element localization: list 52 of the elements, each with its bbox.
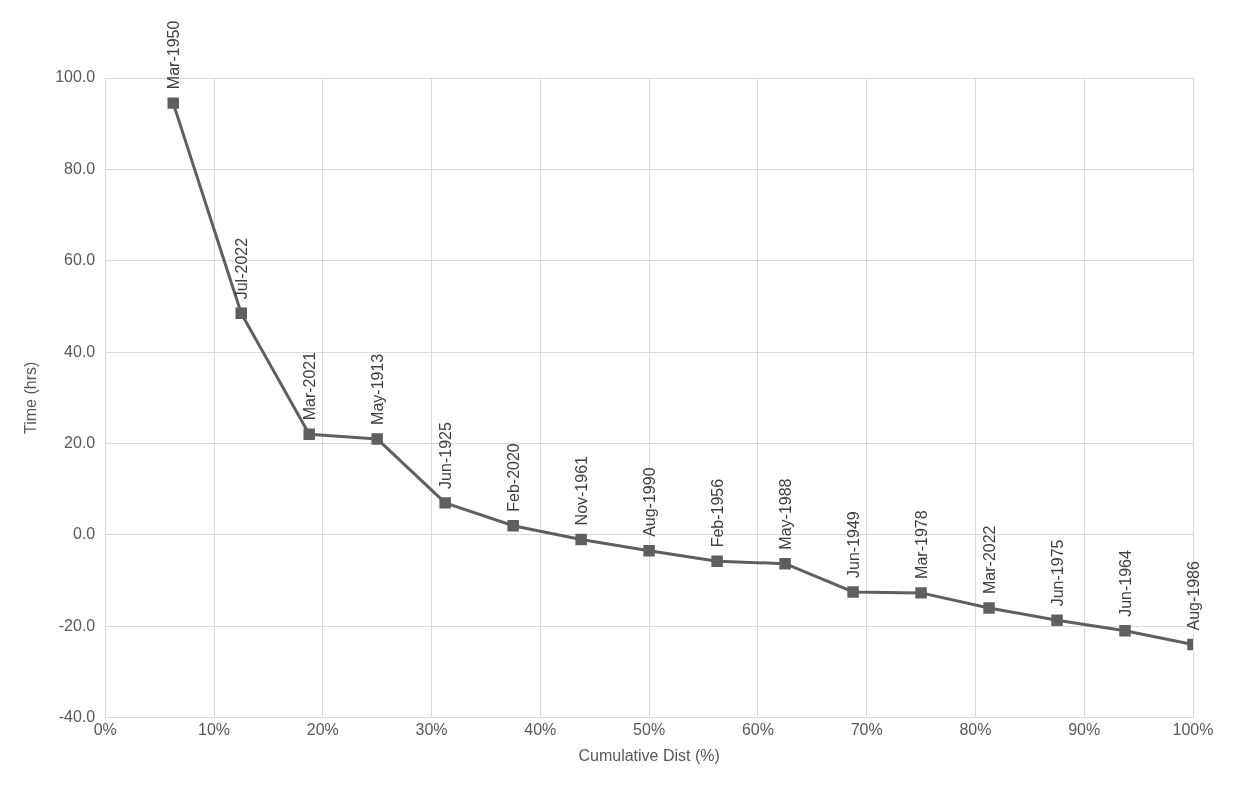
y-tick-label: -40.0 — [58, 708, 96, 726]
annotation: Jun-1925 — [437, 422, 455, 489]
annotation: Mar-1978 — [913, 510, 931, 579]
point — [167, 97, 179, 109]
x-tick-label: 100% — [1172, 720, 1214, 738]
annotation: Jun-1964 — [1117, 549, 1135, 617]
y-axis-title: Time (hrs) — [22, 361, 40, 434]
y-tick-label: -20.0 — [58, 616, 96, 634]
point — [779, 557, 791, 570]
annotation: Mar-2022 — [981, 525, 999, 594]
y-tick-label: 20.0 — [64, 433, 96, 451]
annotation: Nov-1961 — [573, 455, 591, 526]
point — [711, 555, 723, 568]
annotation: Aug-1990 — [641, 467, 659, 537]
point — [1119, 625, 1131, 637]
point — [235, 307, 247, 320]
annotation: Jun-1949 — [845, 511, 863, 578]
annotation: Aug-1986 — [1185, 561, 1202, 631]
x-tick-label: 80% — [959, 720, 992, 738]
annotation: Mar-2021 — [301, 351, 319, 421]
point — [643, 545, 655, 557]
point — [915, 587, 927, 599]
annotation: Feb-2020 — [505, 443, 523, 512]
x-tick-label: 40% — [524, 720, 557, 738]
y-tick-label: 0.0 — [72, 525, 96, 543]
y-tick-label: 100.0 — [55, 68, 96, 86]
point — [371, 433, 383, 445]
x-tick-label: 10% — [198, 720, 231, 738]
y-tick-label: 60.0 — [64, 251, 96, 269]
point — [507, 519, 519, 532]
annotation: Mar-1950 — [165, 20, 183, 90]
point — [439, 497, 451, 509]
annotation: Jun-1975 — [1049, 539, 1067, 607]
x-axis-title: Cumulative Dist (%) — [578, 746, 720, 764]
annotation: May-1988 — [777, 478, 795, 550]
y-tick-label: 80.0 — [64, 159, 96, 177]
point — [847, 586, 859, 598]
annotation: Feb-1956 — [709, 478, 727, 548]
x-tick-label: 0% — [93, 720, 117, 738]
x-tick-label: 60% — [741, 720, 774, 738]
x-tick-label: 20% — [306, 720, 339, 738]
x-tick-label: 90% — [1068, 720, 1101, 738]
annotation: May-1913 — [369, 353, 387, 425]
point — [1051, 614, 1063, 627]
x-tick-label: 30% — [415, 720, 448, 738]
point — [303, 428, 315, 441]
point — [575, 533, 587, 546]
x-tick-label: 50% — [633, 720, 666, 738]
annotation: Jul-2022 — [233, 237, 251, 300]
point — [983, 602, 995, 614]
x-tick-label: 70% — [850, 720, 883, 738]
y-tick-label: 40.0 — [64, 342, 96, 360]
